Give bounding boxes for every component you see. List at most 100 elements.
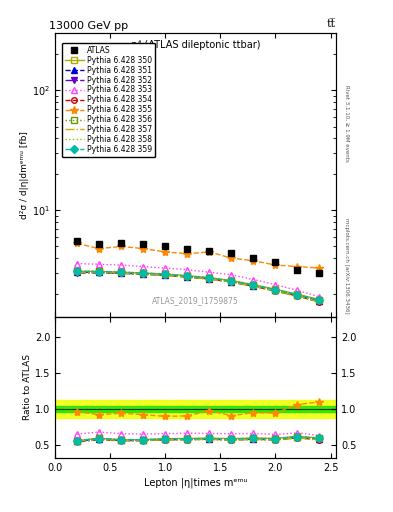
Pythia 6.428 350 [229,278,234,284]
Pythia 6.428 352 [273,288,278,294]
Pythia 6.428 356 [295,292,300,298]
Bar [55,406,336,412]
Text: 13000 GeV pp: 13000 GeV pp [50,21,129,31]
Pythia 6.428 354 [229,279,234,285]
Pythia 6.428 352 [97,270,101,276]
Pythia 6.428 350 [317,296,322,303]
Pythia 6.428 350 [141,270,145,276]
Pythia 6.428 350 [295,291,300,297]
X-axis label: Lepton |η|times mᵉᵐᵘ: Lepton |η|times mᵉᵐᵘ [144,477,247,488]
Text: ηℓ (ATLAS dileptonic ttbar): ηℓ (ATLAS dileptonic ttbar) [131,40,260,50]
Line: ATLAS: ATLAS [73,238,323,276]
Pythia 6.428 356 [229,278,234,284]
Pythia 6.428 353 [97,261,101,267]
Pythia 6.428 359 [119,269,123,275]
Pythia 6.428 357 [75,269,79,275]
ATLAS [229,250,234,256]
ATLAS [75,239,79,245]
Pythia 6.428 359 [185,273,189,279]
Text: Rivet 3.1.10, ≥ 1.9M events: Rivet 3.1.10, ≥ 1.9M events [344,84,349,161]
Line: Pythia 6.428 357: Pythia 6.428 357 [77,272,320,302]
Pythia 6.428 355 [229,255,234,261]
Pythia 6.428 355 [75,240,79,246]
Pythia 6.428 352 [317,298,322,305]
Pythia 6.428 358 [163,272,167,279]
Pythia 6.428 359 [141,270,145,276]
Pythia 6.428 358 [207,276,212,283]
Pythia 6.428 352 [185,274,189,280]
Pythia 6.428 353 [229,272,234,278]
Pythia 6.428 354 [273,288,278,294]
ATLAS [185,246,189,252]
Pythia 6.428 355 [185,251,189,257]
Pythia 6.428 352 [163,272,167,278]
Line: Pythia 6.428 354: Pythia 6.428 354 [74,269,322,305]
Pythia 6.428 351 [317,298,322,304]
Pythia 6.428 356 [119,269,123,275]
Pythia 6.428 357 [251,283,256,289]
Pythia 6.428 352 [295,293,300,299]
Pythia 6.428 352 [75,270,79,276]
Pythia 6.428 358 [229,279,234,285]
Pythia 6.428 353 [119,262,123,268]
Pythia 6.428 359 [163,271,167,278]
Line: Pythia 6.428 350: Pythia 6.428 350 [74,269,322,303]
Pythia 6.428 350 [163,271,167,277]
Pythia 6.428 359 [97,269,101,275]
ATLAS [273,259,278,265]
Pythia 6.428 351 [295,292,300,298]
Pythia 6.428 351 [273,287,278,293]
Pythia 6.428 357 [163,272,167,278]
Pythia 6.428 350 [75,268,79,274]
Pythia 6.428 356 [207,275,212,281]
Pythia 6.428 357 [273,288,278,294]
Pythia 6.428 359 [317,297,322,303]
Pythia 6.428 350 [251,282,256,288]
Pythia 6.428 351 [185,273,189,280]
Pythia 6.428 350 [119,269,123,275]
Pythia 6.428 351 [163,272,167,278]
Pythia 6.428 351 [119,270,123,276]
Pythia 6.428 354 [185,274,189,280]
Pythia 6.428 359 [207,275,212,281]
Pythia 6.428 350 [97,268,101,274]
Pythia 6.428 355 [317,265,322,271]
Pythia 6.428 353 [273,282,278,288]
Line: Pythia 6.428 355: Pythia 6.428 355 [73,239,324,272]
Pythia 6.428 358 [141,271,145,278]
Line: Pythia 6.428 356: Pythia 6.428 356 [74,269,322,303]
Pythia 6.428 355 [119,243,123,249]
Pythia 6.428 353 [185,267,189,273]
Pythia 6.428 357 [295,293,300,299]
Pythia 6.428 354 [317,298,322,305]
Pythia 6.428 354 [75,268,79,274]
Pythia 6.428 352 [119,270,123,276]
Legend: ATLAS, Pythia 6.428 350, Pythia 6.428 351, Pythia 6.428 352, Pythia 6.428 353, P: ATLAS, Pythia 6.428 350, Pythia 6.428 35… [62,43,155,157]
Pythia 6.428 358 [97,270,101,276]
Y-axis label: d²σ / d|η|dmᵉᵐᵘ [fb]: d²σ / d|η|dmᵉᵐᵘ [fb] [20,131,29,219]
Pythia 6.428 357 [229,279,234,285]
Text: tt̅: tt̅ [327,19,336,29]
Pythia 6.428 353 [163,265,167,271]
Pythia 6.428 354 [141,271,145,277]
Pythia 6.428 351 [207,275,212,282]
Pythia 6.428 354 [207,276,212,282]
Pythia 6.428 358 [251,284,256,290]
Pythia 6.428 356 [185,273,189,279]
Pythia 6.428 356 [317,297,322,303]
Pythia 6.428 358 [185,274,189,281]
Line: Pythia 6.428 358: Pythia 6.428 358 [77,273,320,302]
Pythia 6.428 355 [97,246,101,252]
Text: ATLAS_2019_I1759875: ATLAS_2019_I1759875 [152,296,239,305]
Pythia 6.428 351 [75,269,79,275]
Pythia 6.428 357 [317,298,322,305]
Pythia 6.428 352 [141,271,145,278]
Pythia 6.428 351 [251,283,256,289]
ATLAS [295,267,300,273]
Pythia 6.428 350 [207,274,212,281]
Pythia 6.428 355 [273,262,278,268]
Pythia 6.428 359 [229,278,234,284]
Pythia 6.428 359 [251,282,256,288]
Pythia 6.428 356 [75,268,79,274]
Pythia 6.428 359 [295,292,300,298]
